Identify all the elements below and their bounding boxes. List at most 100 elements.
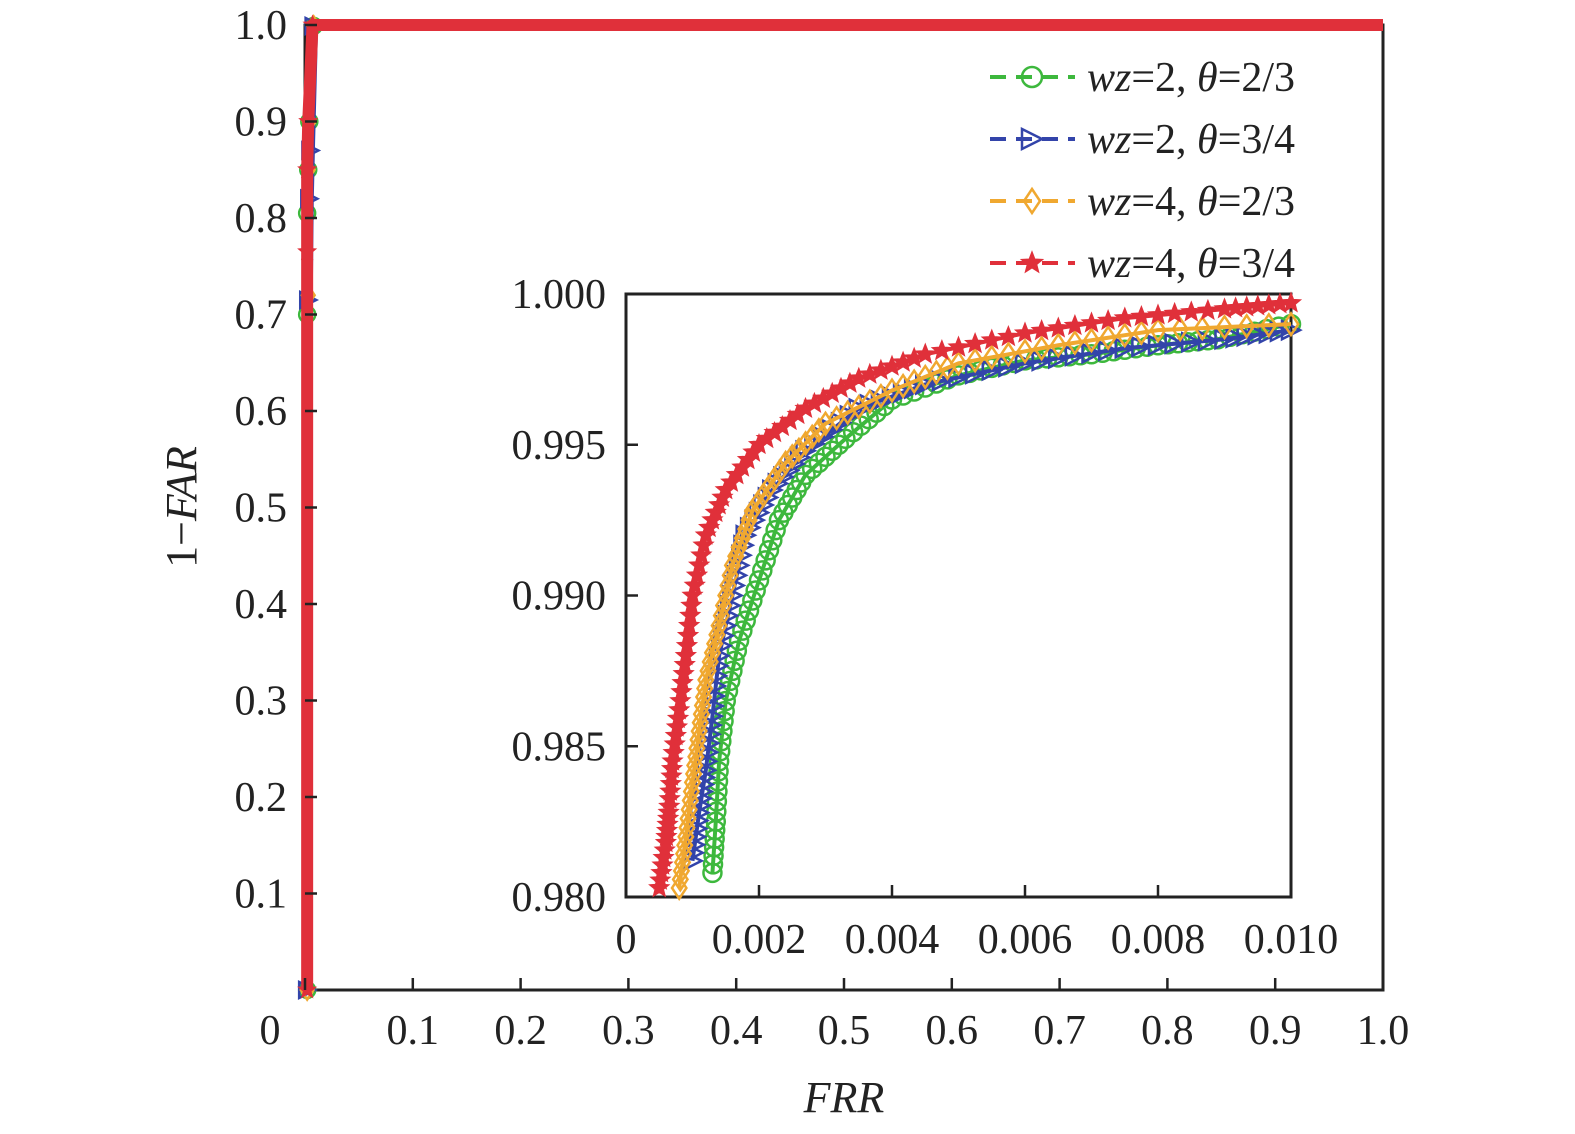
inset-data-point [733,525,752,552]
inset-data-point [738,600,760,621]
inset-y-tick-label: 0.990 [512,574,607,620]
main-x-tick-label: 0.3 [602,1008,655,1054]
legend-marker [1020,126,1045,152]
inset-data-point [748,570,770,591]
inset-data-point [661,749,684,771]
inset-data-point [980,328,1003,350]
inset-data-point [1193,315,1212,342]
inset-x-tick-label: 0.010 [1244,917,1339,963]
main-x-ticks: 0 0.1 0.2 0.3 0.4 0.5 0.6 0.7 0.8 0.9 1.0 [260,978,1410,1054]
inset-data-point [914,342,937,364]
inset-data-point [715,690,736,712]
main-y-tick-label: 0.2 [235,775,288,821]
inset-data-point [709,741,731,762]
inset-x-ticks: 0 0.002 0.004 0.006 0.008 0.010 [616,885,1339,963]
main-y-tick-label: 0.1 [235,872,288,918]
inset-data-point [706,791,728,812]
inset-data-point [828,434,850,455]
inset-series-2 [670,311,1300,902]
inset-data-point [673,653,696,675]
inset-data-point [947,335,970,357]
inset-data-point [742,590,763,611]
main-y-tick-label: 0.4 [235,582,288,628]
inset-data-point [821,440,843,462]
inset-data-point [795,464,816,486]
legend-label: wz=4, θ=3/4 [1087,241,1295,287]
inset-data-point [1196,298,1219,321]
inset-data-point [1149,317,1167,344]
main-x-tick-label: 0.1 [387,1008,440,1054]
legend-label: wz=2, θ=2/3 [1087,55,1295,101]
inset-data-point [1180,300,1203,322]
legend: wz=2, θ=2/3 wz=2, θ=3/4 wz=4, θ=2/3 wz=4, θ… [990,55,1295,287]
main-x-tick-label: 0.9 [1249,1008,1302,1054]
main-plot: 0 0.1 0.2 0.3 0.4 0.5 0.6 0.7 0.8 0.9 1.0 0.10.20.… [235,3,1410,1054]
inset-data-point [1279,291,1303,313]
inset-data-point [653,838,676,860]
main-y-tick-label: 0.3 [235,679,288,725]
inset-data-point [717,680,739,702]
inset-data-point [752,560,773,581]
main-x-tick-label: 1.0 [1357,1008,1410,1054]
inset-data-point [664,723,687,746]
inset-data-point [723,552,742,579]
y-axis-label: 1−FAR [157,446,206,568]
inset-data-point [803,423,821,450]
main-x-tick-label: 0 [260,1008,281,1054]
inset-data-point [743,498,762,525]
inset-data-point [730,534,748,561]
inset-x-tick-label: 0.006 [978,917,1073,963]
inset-data-point [1066,329,1084,356]
inset-data-point [651,853,674,875]
main-x-tick-label: 0.4 [710,1008,763,1054]
inset-data-point [745,580,766,601]
inset-data-point [658,787,681,809]
inset-data-point [1113,306,1136,328]
inset-data-point [1049,332,1067,359]
inset-y-tick-label: 0.995 [512,423,607,469]
inset-data-point [1082,327,1101,354]
legend-entry: wz=2, θ=3/4 [990,117,1295,163]
inset-data-point [848,397,871,420]
inset-data-point [719,670,741,692]
inset-data-point [949,350,968,377]
inset-data-point [1016,338,1034,365]
inset-data-point [1099,324,1117,351]
main-y-tick-label: 0.9 [235,100,288,146]
inset-data-point [801,458,823,480]
inset-data-point [998,355,1021,378]
legend-label: wz=4, θ=2/3 [1087,179,1295,225]
inset-data-point [754,481,773,509]
x-axis-label: FRR [803,1073,885,1122]
main-y-ticks: 0.1 0.2 0.3 0.4 0.5 0.6 0.7 0.8 0.9 1.0 [235,3,317,918]
inset-data-point [1214,328,1237,351]
main-y-tick-label: 0.7 [235,293,288,339]
inset-data-point [1013,321,1037,343]
inset-data-point [676,623,700,646]
inset-y-tick-label: 1.000 [512,272,607,318]
inset-data-point [966,347,984,374]
inset-data-point [728,630,750,651]
inset-data-point [808,452,830,474]
inset-data-point [732,620,753,641]
inset-data-point [755,550,776,571]
main-x-tick-label: 0.2 [494,1008,547,1054]
inset-data-point [999,341,1018,368]
inset-data-point [983,344,1001,371]
inset-data-point [997,325,1020,347]
legend-entry: wz=2, θ=2/3 [990,55,1295,101]
inset-data-point [724,650,745,672]
inset-data-point [672,662,695,684]
inset-data-point [648,876,671,898]
inset-x-tick-label: 0.008 [1111,917,1206,963]
inset-data-point [674,644,698,666]
main-y-tick-label: 1.0 [235,3,288,49]
inset-data-point [714,700,735,722]
inset-data-point [1171,316,1189,343]
inset-data-point [1032,335,1051,362]
inset-plot-frame [624,292,1293,899]
inset-data-point [1237,313,1256,340]
inset-data-point [1047,316,1070,338]
inset-data-point [1236,325,1259,348]
inset-data-point [1130,304,1153,327]
